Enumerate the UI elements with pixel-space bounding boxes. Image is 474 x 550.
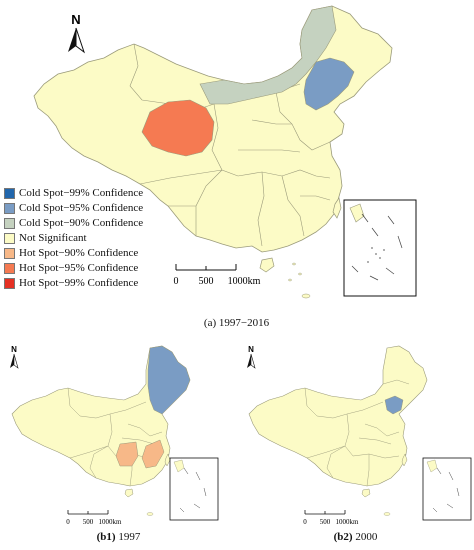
- south-china-sea-inset: [422, 457, 472, 521]
- island-hainan: [124, 488, 134, 498]
- legend-swatch: [4, 248, 15, 259]
- legend-item: Cold Spot−95% Confidence: [4, 201, 143, 216]
- north-arrow: N: [68, 12, 85, 54]
- region-hot95-qinghai: [141, 99, 215, 157]
- legend-item: Cold Spot−90% Confidence: [4, 216, 143, 231]
- legend-swatch: [4, 263, 15, 274]
- legend-item: Cold Spot−99% Confidence: [4, 186, 143, 201]
- legend-item: Hot Spot−95% Confidence: [4, 261, 143, 276]
- island-taiwan: [332, 197, 342, 219]
- caption-b2: (b2) 2000: [237, 531, 474, 543]
- svg-text:N: N: [11, 345, 17, 354]
- legend-item: Hot Spot−99% Confidence: [4, 276, 143, 291]
- svg-text:1000km: 1000km: [336, 518, 360, 526]
- map-b2-svg: N: [247, 345, 472, 526]
- legend-swatch: [4, 233, 15, 244]
- island-hainan: [259, 257, 275, 273]
- map-panel-a: N: [4, 5, 417, 329]
- province-borders: [129, 43, 331, 247]
- caption-b2-years: 2000: [355, 531, 378, 543]
- region-cold90-north: [199, 5, 337, 105]
- scattered-islands: [288, 262, 311, 299]
- legend-label: Cold Spot−90% Confidence: [19, 217, 144, 230]
- map-panel-b2: N: [237, 340, 474, 550]
- caption-b2-id: (b2): [333, 531, 353, 543]
- map-panel-b1: N: [0, 340, 237, 550]
- south-china-sea-inset: [169, 457, 219, 521]
- legend-label: Hot Spot−95% Confidence: [19, 262, 139, 275]
- legend-label: Hot Spot−90% Confidence: [19, 247, 139, 260]
- region-hot90-coastal: [141, 439, 165, 469]
- legend-label: Not Significant: [19, 232, 87, 245]
- svg-text:N: N: [248, 345, 254, 354]
- legend: Cold Spot−99% Confidence Cold Spot−95% C…: [4, 186, 143, 291]
- map-b1-svg: N: [10, 345, 219, 526]
- region-cold95-liaoning: [384, 395, 404, 415]
- svg-text:1000km: 1000km: [228, 276, 261, 287]
- north-arrow: N: [10, 345, 19, 369]
- south-china-sea-inset: [343, 199, 417, 297]
- region-hot90-central: [115, 441, 139, 467]
- island-small: [146, 512, 154, 516]
- caption-b1-id: (b1): [96, 531, 116, 543]
- legend-swatch: [4, 218, 15, 229]
- caption-a: (a) 1997−2016: [118, 317, 355, 329]
- legend-item: Not Significant: [4, 231, 143, 246]
- map-a-svg: N: [33, 5, 417, 299]
- region-cold95-northeast: [303, 57, 355, 111]
- province-borders: [304, 379, 410, 487]
- svg-text:0: 0: [174, 276, 179, 287]
- region-cold95-northeast: [147, 345, 191, 415]
- scale-bar: 0 500 1000km: [303, 510, 359, 526]
- svg-text:0: 0: [303, 518, 307, 526]
- legend-swatch: [4, 188, 15, 199]
- island-taiwan: [164, 453, 171, 467]
- caption-a-id: (a): [203, 317, 217, 329]
- legend-label: Cold Spot−99% Confidence: [19, 187, 144, 200]
- island-small: [383, 512, 391, 516]
- svg-text:500: 500: [199, 276, 214, 287]
- legend-item: Hot Spot−90% Confidence: [4, 246, 143, 261]
- island-taiwan: [401, 453, 408, 467]
- svg-text:0: 0: [66, 518, 70, 526]
- svg-text:1000km: 1000km: [99, 518, 123, 526]
- svg-text:500: 500: [83, 518, 94, 526]
- north-arrow: N: [247, 345, 256, 369]
- scale-bar: 0 500 1000km: [66, 510, 122, 526]
- caption-a-years: 1997−2016: [218, 317, 270, 329]
- caption-b1: (b1) 1997: [0, 531, 237, 543]
- legend-swatch: [4, 203, 15, 214]
- svg-text:N: N: [71, 12, 80, 27]
- scale-bar: 0 500 1000km: [174, 264, 261, 287]
- svg-text:500: 500: [320, 518, 331, 526]
- island-hainan: [361, 488, 371, 498]
- china-mainland: [248, 345, 428, 487]
- legend-label: Cold Spot−95% Confidence: [19, 202, 144, 215]
- legend-swatch: [4, 278, 15, 289]
- caption-b1-years: 1997: [118, 531, 141, 543]
- legend-label: Hot Spot−99% Confidence: [19, 277, 139, 290]
